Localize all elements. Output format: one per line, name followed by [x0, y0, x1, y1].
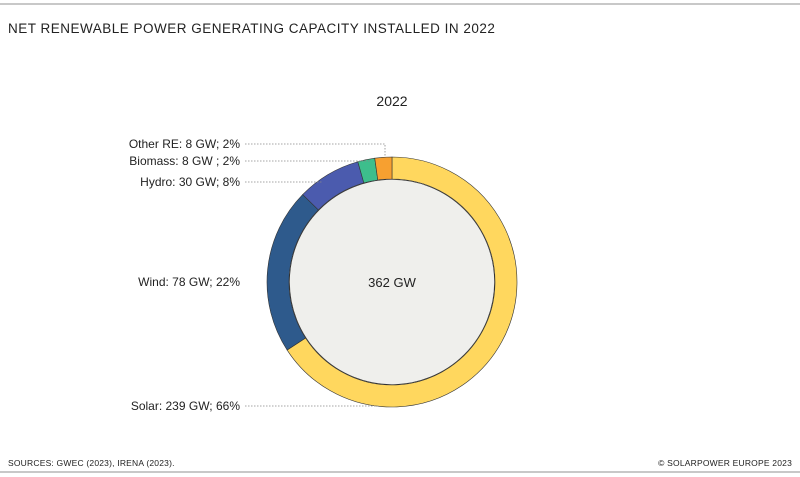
chart-subtitle: 2022 — [376, 93, 407, 109]
slice-other-re — [374, 156, 393, 181]
leader-other-re — [245, 143, 386, 157]
label-wind: Wind: 78 GW; 22% — [138, 275, 240, 289]
slice-solar — [286, 156, 518, 408]
donut-center — [289, 179, 495, 385]
label-other-re: Other RE: 8 GW; 2% — [129, 137, 240, 151]
label-biomass: Biomass: 8 GW ; 2% — [129, 154, 240, 168]
label-hydro: Hydro: 30 GW; 8% — [140, 175, 240, 189]
chart-title: NET RENEWABLE POWER GENERATING CAPACITY … — [8, 21, 496, 36]
copyright-note: © SOLARPOWER EUROPE 2023 — [658, 458, 792, 468]
label-solar: Solar: 239 GW; 66% — [131, 399, 240, 413]
bottom-rule — [0, 471, 800, 473]
center-label: 362 GW — [368, 275, 416, 290]
sources-note: SOURCES: GWEC (2023), IRENA (2023). — [8, 458, 175, 468]
top-rule — [0, 3, 800, 5]
